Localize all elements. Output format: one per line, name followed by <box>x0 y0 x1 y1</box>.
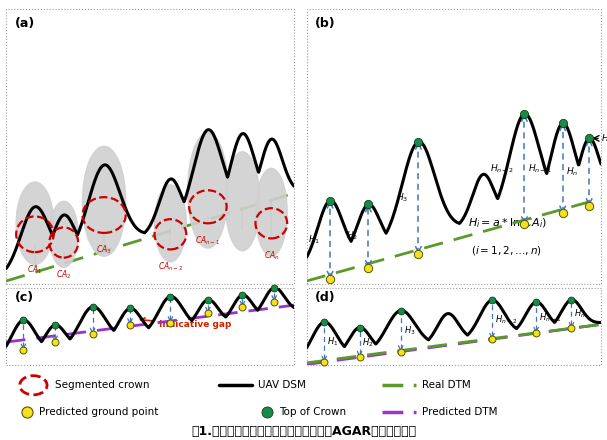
Text: $(i = 1,2,\ldots,n)$: $(i = 1,2,\ldots,n)$ <box>472 244 542 257</box>
Text: (a): (a) <box>15 17 35 30</box>
Text: $CA_3$: $CA_3$ <box>97 244 112 257</box>
Text: $H_{n-1}$: $H_{n-1}$ <box>539 312 561 324</box>
Text: $H_2$: $H_2$ <box>346 230 358 242</box>
Ellipse shape <box>225 152 260 251</box>
Text: $H_{n-2}$: $H_{n-2}$ <box>495 313 517 326</box>
Text: (c): (c) <box>15 290 34 304</box>
Text: Predicted ground point: Predicted ground point <box>39 407 159 417</box>
Text: $H_2$: $H_2$ <box>362 336 374 348</box>
Text: $H_i = a * \ln(CA_i)$: $H_i = a * \ln(CA_i)$ <box>469 216 548 230</box>
Text: $CA_{n-1}$: $CA_{n-1}$ <box>195 234 220 247</box>
Ellipse shape <box>256 168 287 256</box>
Text: $H_n$: $H_n$ <box>566 166 579 179</box>
Text: $H_3$: $H_3$ <box>404 325 415 337</box>
Text: $H_1$: $H_1$ <box>327 336 339 348</box>
Text: Real DTM: Real DTM <box>422 380 470 390</box>
Text: (d): (d) <box>316 290 336 304</box>
Text: $H_1$: $H_1$ <box>308 234 320 246</box>
Text: Indicative gap: Indicative gap <box>140 318 231 329</box>
Text: UAV DSM: UAV DSM <box>258 380 306 390</box>
Text: $CA_2$: $CA_2$ <box>56 269 72 281</box>
Text: $H_n$: $H_n$ <box>574 308 586 320</box>
Text: $H_{n-1}$: $H_{n-1}$ <box>528 162 552 175</box>
Text: $H_n$: $H_n$ <box>601 132 607 145</box>
Text: Segmented crown: Segmented crown <box>55 380 149 390</box>
Text: Top of Crown: Top of Crown <box>279 407 347 417</box>
Text: $H_3$: $H_3$ <box>396 192 408 204</box>
Text: $CA_n$: $CA_n$ <box>263 249 279 262</box>
Ellipse shape <box>155 185 186 262</box>
Ellipse shape <box>188 132 228 248</box>
Text: Predicted DTM: Predicted DTM <box>422 407 497 417</box>
Ellipse shape <box>49 202 78 267</box>
Text: $CA_1$: $CA_1$ <box>27 263 42 276</box>
Ellipse shape <box>16 182 53 264</box>
Text: $CA_{n-2}$: $CA_{n-2}$ <box>158 260 183 273</box>
Text: (b): (b) <box>316 17 336 30</box>
Text: $H_{n-2}$: $H_{n-2}$ <box>490 163 514 176</box>
Ellipse shape <box>83 146 126 256</box>
Text: 图1.生长关系约束的林下地形逼近算法（AGAR）的核心思路: 图1.生长关系约束的林下地形逼近算法（AGAR）的核心思路 <box>191 425 416 438</box>
